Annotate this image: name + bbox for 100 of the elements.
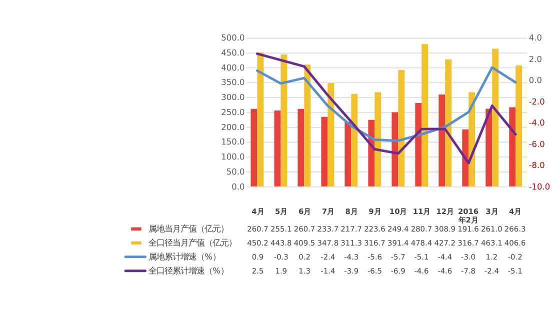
data-label: -1.4 [320,266,336,276]
data-label: 223.6 [364,224,386,234]
data-label: 316.7 [364,238,386,248]
data-label: 463.1 [481,238,503,248]
y-tick-label: 0.0 [232,181,245,192]
legend-label: 全口径当月产值（亿元） [148,237,237,248]
y-tick-label: 350.0 [221,77,245,88]
data-label: 1.9 [275,266,288,276]
data-label: 1.3 [298,266,311,276]
data-label: 443.8 [270,238,292,248]
data-label: 409.5 [294,238,316,248]
data-label: -5.1 [508,266,523,276]
line-series [256,52,517,164]
bar [422,44,428,186]
data-label: 233.7 [317,224,339,234]
x-tick-label: 12月 [436,207,454,216]
y2-tick-label: -2.0 [528,96,545,106]
y-tick-label: 500.0 [221,32,245,43]
y-tick-label: 150.0 [221,136,245,147]
y2-tick-label: 4.0 [528,32,542,43]
bar [351,94,358,186]
bar [368,120,375,186]
data-label: 260.7 [247,224,269,234]
data-label: -2.4 [320,252,336,262]
bar [250,108,258,186]
data-label: 450.2 [247,238,268,248]
bar [274,110,281,186]
data-label: 316.7 [458,238,480,248]
y2-tick-label: 0.0 [528,75,542,86]
data-label: 406.6 [504,238,526,248]
data-label: -5.1 [414,252,430,262]
bar [344,122,352,186]
data-label: 261.0 [481,224,503,234]
y-tick-label: 450.0 [221,48,245,58]
data-label: 1.2 [486,252,498,262]
bar [321,116,328,186]
data-label: 308.9 [434,224,456,234]
data-label: 0.2 [298,252,310,262]
bar [298,108,304,186]
y2-tick-label: -10.0 [528,181,550,192]
bar [438,94,446,186]
x-tick-label: 2016年2月 [458,207,479,224]
x-tick-label: 10月 [389,207,407,216]
bar [398,70,405,186]
bar [486,108,492,186]
legend-label: 属地累计增速（%） [148,251,220,262]
data-label: -5.7 [390,252,406,262]
data-label: -4.4 [438,252,452,262]
y2-tick-label: -6.0 [528,138,545,149]
data-label: 427.2 [434,238,456,248]
bar [374,92,382,186]
data-label: 249.4 [387,224,409,234]
y2-tick-label: -4.0 [528,118,545,128]
data-label: 280.7 [410,224,432,234]
y-tick-label: 200.0 [221,122,245,132]
data-label: 191.6 [458,224,480,234]
y-tick-label: 50.0 [226,166,245,176]
bar [304,64,311,186]
bar [280,54,288,186]
y-tick-label: 250.0 [221,106,245,117]
legend-label: 全口径累计增速（%） [148,265,228,276]
y2-tick-label: 2.0 [528,54,542,64]
y-tick-label: 100.0 [221,152,245,162]
y2-tick-label: -8.0 [528,160,545,170]
x-tick-label: 3月 [486,207,498,216]
x-tick-label: 9月 [368,207,381,216]
x-tick-label: 6月 [298,207,311,216]
y-tick-label: 300.0 [221,92,245,102]
bar [462,129,469,186]
bar [415,102,422,186]
data-label: -6.9 [390,266,406,276]
x-tick-label: 11月 [412,207,430,216]
y-tick-label: 400.0 [221,62,245,72]
bar [509,107,516,186]
data-label: 311.3 [340,238,362,248]
data-label: 2.5 [252,266,264,276]
x-tick-label: 7月 [322,207,334,216]
x-tick-label: 4月 [252,207,264,216]
data-label: 255.1 [270,224,292,234]
bar [492,48,499,186]
legend-label: 属地当月产值（亿元） [148,223,229,234]
line-series [256,66,517,142]
data-label: -0.2 [508,252,522,262]
bar [392,112,398,186]
data-label: -2.4 [484,266,500,276]
data-label: 0.9 [252,252,264,262]
data-label: 266.3 [504,224,526,234]
bar [516,66,522,186]
bar [257,52,264,186]
data-label: 391.4 [387,238,409,248]
data-label: -4.6 [414,266,430,276]
bar [445,59,452,186]
data-label: -0.3 [274,252,289,262]
data-label: -4.3 [344,252,359,262]
data-label: -6.5 [367,266,382,276]
data-label: 260.7 [294,224,316,234]
x-tick-label: 4月 [508,207,522,216]
data-label: 347.8 [317,238,339,248]
x-tick-label: 5月 [275,207,288,216]
data-label: 478.4 [410,238,432,248]
